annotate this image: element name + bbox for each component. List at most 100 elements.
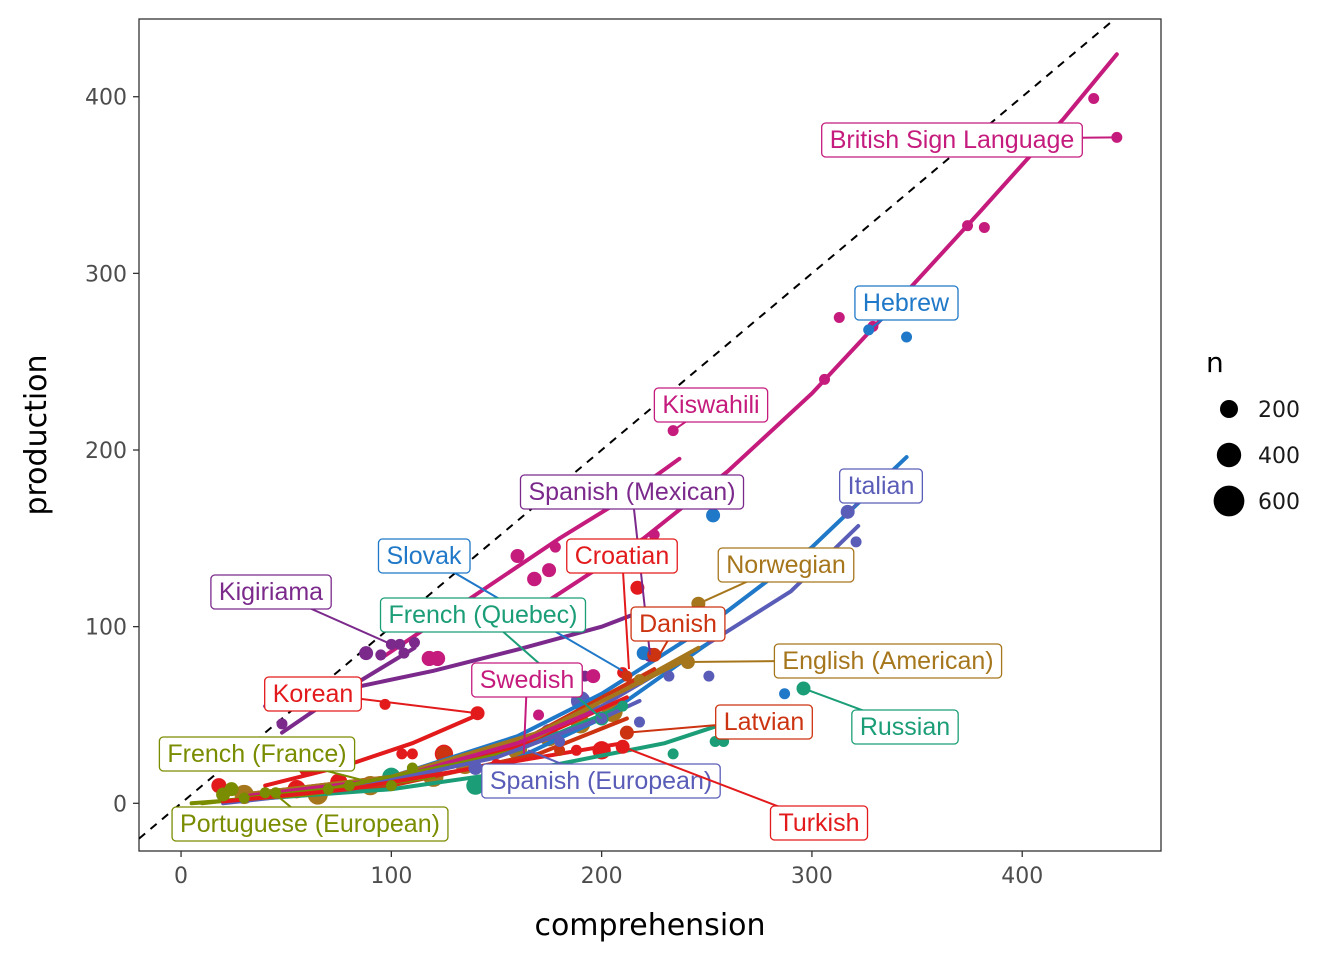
- data-point: [962, 220, 974, 232]
- label-french-quebec: French (Quebec): [379, 597, 587, 633]
- label-kigiriama: Kigiriama: [210, 574, 332, 610]
- label-text: Spanish (Mexican): [528, 478, 735, 506]
- label-text: Kiswahili: [662, 391, 759, 419]
- data-point: [636, 646, 651, 661]
- data-point: [527, 571, 542, 587]
- label-english-american: English (American): [773, 643, 1003, 679]
- data-point: [706, 508, 721, 523]
- data-point: [549, 541, 561, 553]
- label-text: Korean: [273, 680, 354, 708]
- data-point: [617, 700, 629, 712]
- data-point: [633, 716, 645, 728]
- data-point: [385, 780, 397, 792]
- label-text: Turkish: [778, 809, 859, 837]
- data-point: [216, 787, 231, 802]
- data-point: [396, 748, 408, 760]
- data-point: [630, 580, 645, 595]
- data-point: [819, 373, 831, 385]
- label-text: Hebrew: [863, 289, 950, 317]
- data-point: [406, 762, 418, 774]
- label-british-sign-language: British Sign Language: [821, 122, 1083, 158]
- legend-size-key: [1213, 485, 1245, 517]
- y-tick-label: 0: [113, 792, 127, 817]
- fit-curve-swedish: [242, 709, 596, 799]
- data-point: [554, 735, 566, 747]
- data-point: [554, 744, 566, 756]
- label-text: Slovak: [386, 542, 462, 570]
- label-text: Italian: [848, 472, 915, 500]
- legend-label: 200: [1258, 398, 1300, 423]
- label-italian: Italian: [838, 468, 924, 504]
- data-point: [406, 748, 418, 760]
- data-point: [533, 709, 545, 721]
- label-text: Portuguese (European): [180, 810, 440, 838]
- data-point: [468, 760, 483, 775]
- label-russian: Russian: [851, 709, 959, 745]
- data-point: [398, 647, 410, 659]
- x-tick-label: 200: [581, 864, 623, 889]
- legend-label: 600: [1258, 490, 1300, 515]
- y-axis-title: production: [19, 354, 54, 515]
- data-point: [375, 649, 387, 661]
- x-tick-label: 400: [1001, 864, 1043, 889]
- data-point: [238, 792, 250, 804]
- data-point: [343, 780, 355, 792]
- label-turkish: Turkish: [769, 805, 869, 841]
- y-tick-label: 400: [85, 86, 127, 111]
- label-portuguese-european: Portuguese (European): [171, 806, 449, 842]
- data-point: [779, 688, 791, 700]
- data-point: [322, 783, 334, 795]
- data-point: [648, 529, 660, 541]
- data-point: [259, 787, 271, 799]
- label-danish: Danish: [630, 606, 726, 642]
- label-leader-croatian: [621, 554, 630, 670]
- legend-label: 400: [1258, 444, 1300, 469]
- data-point: [270, 787, 282, 799]
- data-point: [978, 221, 990, 233]
- label-text: Swedish: [480, 666, 575, 694]
- label-kiswahili: Kiswahili: [653, 387, 769, 423]
- data-point: [510, 549, 525, 564]
- x-tick-label: 0: [174, 864, 188, 889]
- data-point: [430, 650, 446, 667]
- label-text: French (Quebec): [389, 601, 578, 629]
- label-text: French (France): [167, 740, 346, 768]
- x-axis-title: comprehension: [534, 908, 765, 943]
- data-point: [359, 646, 374, 661]
- data-point: [833, 312, 845, 324]
- label-slovak: Slovak: [377, 538, 471, 574]
- label-text: Russian: [860, 713, 950, 741]
- label-norwegian: Norwegian: [717, 547, 855, 583]
- fit-curve-korean: [263, 713, 480, 788]
- data-point: [850, 536, 862, 548]
- data-point: [667, 748, 679, 760]
- data-point: [633, 674, 645, 686]
- data-point: [570, 744, 582, 756]
- data-point: [621, 670, 633, 682]
- data-point: [901, 331, 913, 343]
- data-point: [586, 669, 601, 684]
- legend-size-key: [1220, 400, 1238, 418]
- data-point: [542, 563, 557, 578]
- legend-title: n: [1206, 346, 1224, 379]
- data-point: [703, 670, 715, 682]
- label-text: Danish: [639, 610, 717, 638]
- data-point: [276, 718, 288, 730]
- label-latvian: Latvian: [715, 704, 813, 740]
- label-text: English (American): [782, 647, 993, 675]
- data-point: [394, 638, 406, 650]
- y-tick-label: 300: [85, 262, 127, 287]
- label-text: Croatian: [575, 542, 670, 570]
- label-french-france: French (France): [158, 736, 356, 772]
- x-tick-label: 100: [370, 864, 412, 889]
- y-tick-label: 100: [85, 616, 127, 641]
- x-tick-label: 300: [791, 864, 833, 889]
- data-point: [466, 776, 485, 795]
- label-text: Latvian: [724, 708, 805, 736]
- label-text: Norwegian: [726, 551, 846, 579]
- data-point: [663, 670, 675, 682]
- label-spanish-mexican: Spanish (Mexican): [519, 474, 745, 510]
- label-korean: Korean: [264, 676, 362, 712]
- label-hebrew: Hebrew: [854, 285, 959, 321]
